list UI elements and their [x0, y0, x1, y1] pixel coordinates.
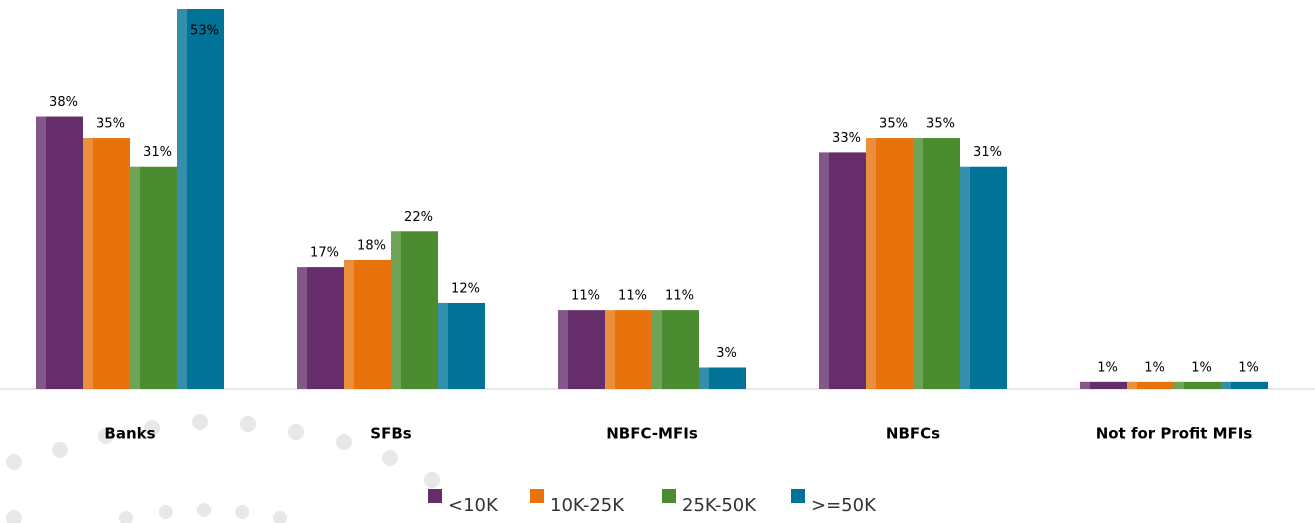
- value-label: 31%: [143, 145, 172, 160]
- category-label: Banks: [104, 425, 155, 443]
- bar: [344, 259, 391, 389]
- bar-highlight: [391, 231, 401, 389]
- bar-highlight: [866, 138, 876, 389]
- bar: [605, 310, 652, 389]
- bar-highlight: [83, 138, 93, 389]
- decoration-dots: [6, 414, 440, 523]
- bar: [1080, 381, 1127, 389]
- bar-highlight: [1127, 381, 1137, 389]
- bar-highlight: [1221, 381, 1231, 389]
- bar-highlight: [344, 259, 354, 389]
- value-label: 1%: [1144, 360, 1165, 375]
- bar: [866, 138, 913, 389]
- bar-highlight: [652, 310, 662, 389]
- category-label: NBFC-MFIs: [606, 425, 698, 443]
- bar-highlight: [36, 116, 46, 389]
- bar: [297, 267, 344, 389]
- value-label: 35%: [96, 117, 125, 132]
- bar-highlight: [960, 166, 970, 389]
- bar: [1221, 381, 1268, 389]
- bar: [83, 138, 130, 389]
- legend-label: 25K-50K: [682, 495, 757, 516]
- bar: [438, 302, 485, 389]
- category-label: SFBs: [370, 425, 411, 443]
- bar: [36, 116, 83, 389]
- value-label: 35%: [926, 117, 955, 132]
- value-label: 11%: [618, 289, 647, 304]
- value-label: 33%: [832, 131, 861, 146]
- bar-highlight: [1080, 381, 1090, 389]
- legend-swatch: [530, 489, 544, 503]
- legend-label: 10K-25K: [550, 495, 625, 516]
- bar-highlight: [130, 166, 140, 389]
- legend-swatch: [428, 489, 442, 503]
- value-label: 1%: [1238, 360, 1259, 375]
- bar: [913, 138, 960, 389]
- bar-highlight: [1174, 381, 1184, 389]
- bar-highlight: [438, 302, 448, 389]
- bar: [130, 166, 177, 389]
- bar-highlight: [558, 310, 568, 389]
- bar: [652, 310, 699, 389]
- bar: [391, 231, 438, 389]
- value-label: 35%: [879, 117, 908, 132]
- bar-highlight: [913, 138, 923, 389]
- value-label: 17%: [310, 246, 339, 261]
- value-label: 3%: [716, 346, 737, 361]
- legend-label: <10K: [448, 495, 499, 516]
- bar-highlight: [699, 367, 709, 389]
- bar: [960, 166, 1007, 389]
- category-label: NBFCs: [886, 425, 940, 443]
- value-label: 53%: [190, 24, 219, 39]
- value-label: 11%: [665, 289, 694, 304]
- bar-highlight: [297, 267, 307, 389]
- value-label: 38%: [49, 95, 78, 110]
- legend-label: >=50K: [811, 495, 877, 516]
- value-label: 31%: [973, 145, 1002, 160]
- legend-swatch: [791, 489, 805, 503]
- bar: [699, 367, 746, 389]
- value-label: 11%: [571, 289, 600, 304]
- bar: [558, 310, 605, 389]
- bar-highlight: [819, 152, 829, 389]
- value-label: 1%: [1191, 360, 1212, 375]
- bar: [1127, 381, 1174, 389]
- bar: [819, 152, 866, 389]
- bar-highlight: [177, 9, 187, 389]
- value-label: 1%: [1097, 360, 1118, 375]
- legend-swatch: [662, 489, 676, 503]
- value-label: 22%: [404, 210, 433, 225]
- value-label: 12%: [451, 281, 480, 296]
- bar-highlight: [605, 310, 615, 389]
- bar: [1174, 381, 1221, 389]
- category-label: Not for Profit MFIs: [1096, 425, 1253, 443]
- bar: [177, 9, 224, 389]
- value-label: 18%: [357, 238, 386, 253]
